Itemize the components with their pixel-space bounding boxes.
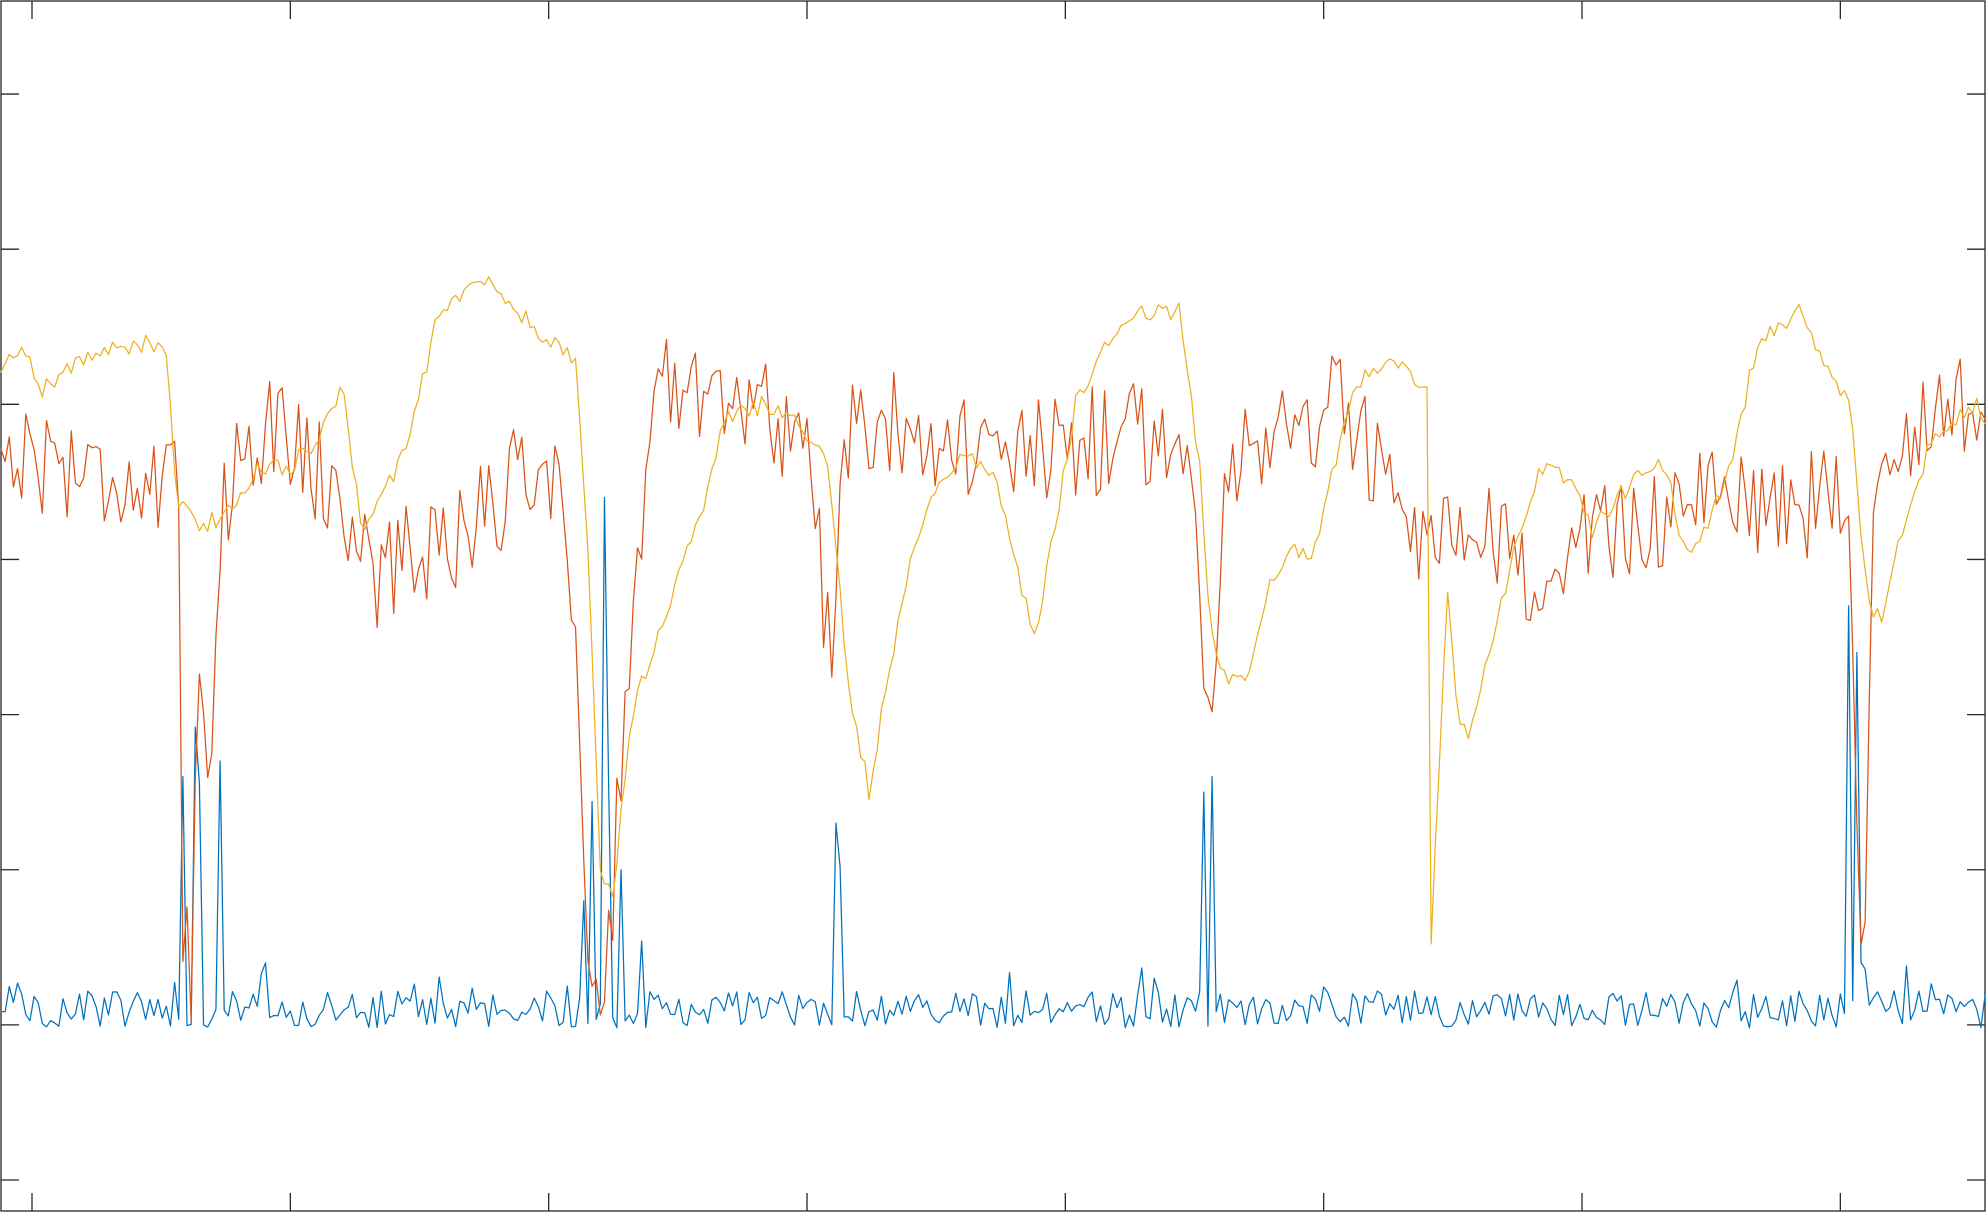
x-axis-ticks bbox=[31, 1, 1841, 1211]
series-line-2 bbox=[0, 338, 1986, 1021]
series-line-3 bbox=[0, 276, 1986, 945]
y-axis-ticks bbox=[1, 93, 1985, 1181]
series-layer bbox=[0, 276, 1986, 1029]
series-line-1 bbox=[0, 496, 1986, 1029]
